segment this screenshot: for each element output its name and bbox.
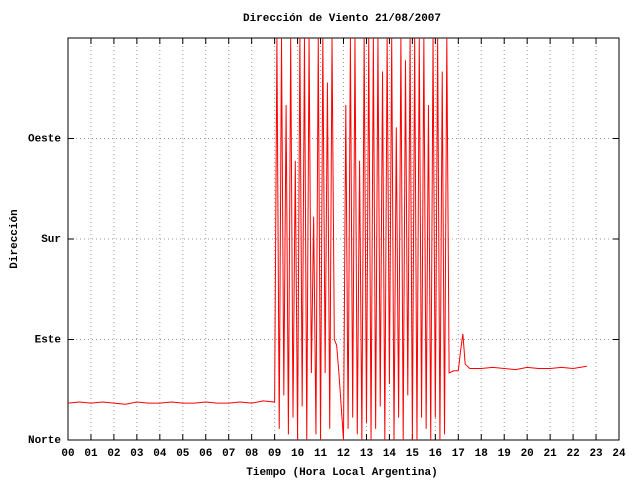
x-tick-label: 08 — [245, 448, 259, 460]
x-tick-label: 01 — [84, 448, 98, 460]
x-tick-label: 02 — [107, 448, 120, 460]
x-axis-label: Tiempo (Hora Local Argentina) — [246, 467, 437, 479]
chart-title: Dirección de Viento 21/08/2007 — [243, 13, 441, 25]
x-tick-label: 11 — [314, 448, 328, 460]
x-tick-label: 22 — [566, 448, 579, 460]
y-axis-label: Dirección — [9, 209, 21, 268]
x-tick-label: 00 — [61, 448, 74, 460]
y-tick-label: Oeste — [28, 133, 61, 145]
x-tick-label: 06 — [199, 448, 212, 460]
x-tick-label: 23 — [589, 448, 603, 460]
x-tick-label: 16 — [429, 448, 442, 460]
x-tick-label: 04 — [153, 448, 167, 460]
x-tick-label: 10 — [291, 448, 304, 460]
x-tick-label: 13 — [360, 448, 374, 460]
x-tick-label: 20 — [521, 448, 534, 460]
x-tick-label: 14 — [383, 448, 397, 460]
x-tick-label: 07 — [222, 448, 235, 460]
x-tick-label: 03 — [130, 448, 144, 460]
x-tick-label: 12 — [337, 448, 350, 460]
data-line — [67, 37, 587, 441]
x-tick-label: 09 — [268, 448, 281, 460]
y-tick-label: Este — [35, 334, 62, 346]
y-tick-label: Norte — [28, 435, 61, 447]
y-tick-label: Sur — [41, 234, 61, 246]
x-tick-label: 24 — [612, 448, 626, 460]
x-tick-label: 19 — [498, 448, 511, 460]
x-tick-label: 15 — [406, 448, 420, 460]
x-tick-label: 05 — [176, 448, 190, 460]
x-tick-label: 17 — [452, 448, 465, 460]
x-tick-label: 18 — [475, 448, 489, 460]
x-tick-label: 21 — [544, 448, 558, 460]
